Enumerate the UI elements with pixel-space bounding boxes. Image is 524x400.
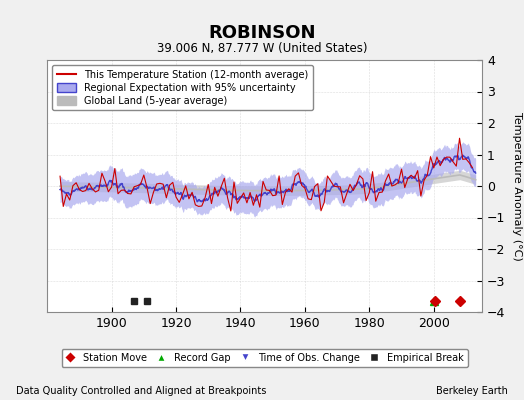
Text: Data Quality Controlled and Aligned at Breakpoints: Data Quality Controlled and Aligned at B… <box>16 386 266 396</box>
Legend: Station Move, Record Gap, Time of Obs. Change, Empirical Break: Station Move, Record Gap, Time of Obs. C… <box>61 349 468 367</box>
Text: ROBINSON: ROBINSON <box>208 24 316 42</box>
Text: 39.006 N, 87.777 W (United States): 39.006 N, 87.777 W (United States) <box>157 42 367 55</box>
Text: Berkeley Earth: Berkeley Earth <box>436 386 508 396</box>
Legend: This Temperature Station (12-month average), Regional Expectation with 95% uncer: This Temperature Station (12-month avera… <box>52 65 313 110</box>
Y-axis label: Temperature Anomaly (°C): Temperature Anomaly (°C) <box>512 112 522 260</box>
